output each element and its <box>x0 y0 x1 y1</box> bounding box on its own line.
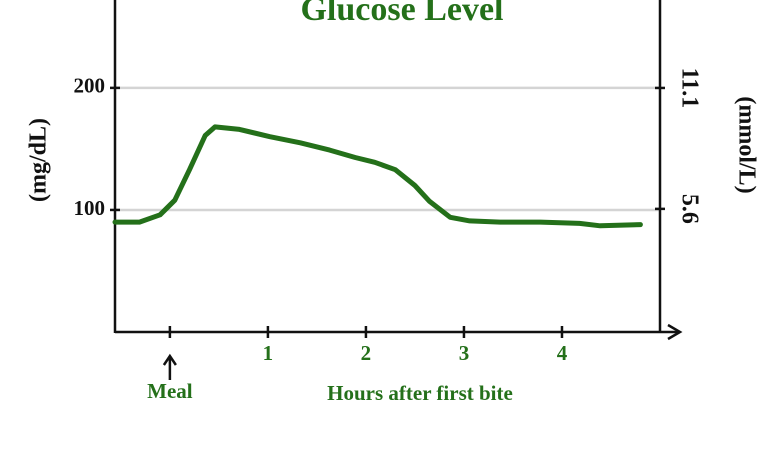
y-tick-label: 100 <box>74 196 106 220</box>
y-tick-label: 200 <box>74 74 106 98</box>
y2-tick-label: 11.1 <box>676 68 702 109</box>
x-axis-arrow <box>667 323 683 341</box>
x-tick-label: 2 <box>361 341 372 365</box>
grid <box>115 86 660 212</box>
annotation-arrow <box>162 353 177 380</box>
y2-tick-label: 5.6 <box>676 194 702 224</box>
x-tick-label: 4 <box>557 341 568 365</box>
y-axis-label: (mg/dL) <box>26 118 52 202</box>
x-tick-label: 1 <box>263 341 274 365</box>
line <box>112 124 643 229</box>
y2-axis-label: (mmol/L) <box>733 96 759 193</box>
chart-title: Glucose Level <box>300 0 503 28</box>
x-axis-label: Hours after first bite <box>327 381 513 405</box>
x-tick-label: 3 <box>459 341 470 365</box>
x-tick-label: Meal <box>147 379 193 403</box>
